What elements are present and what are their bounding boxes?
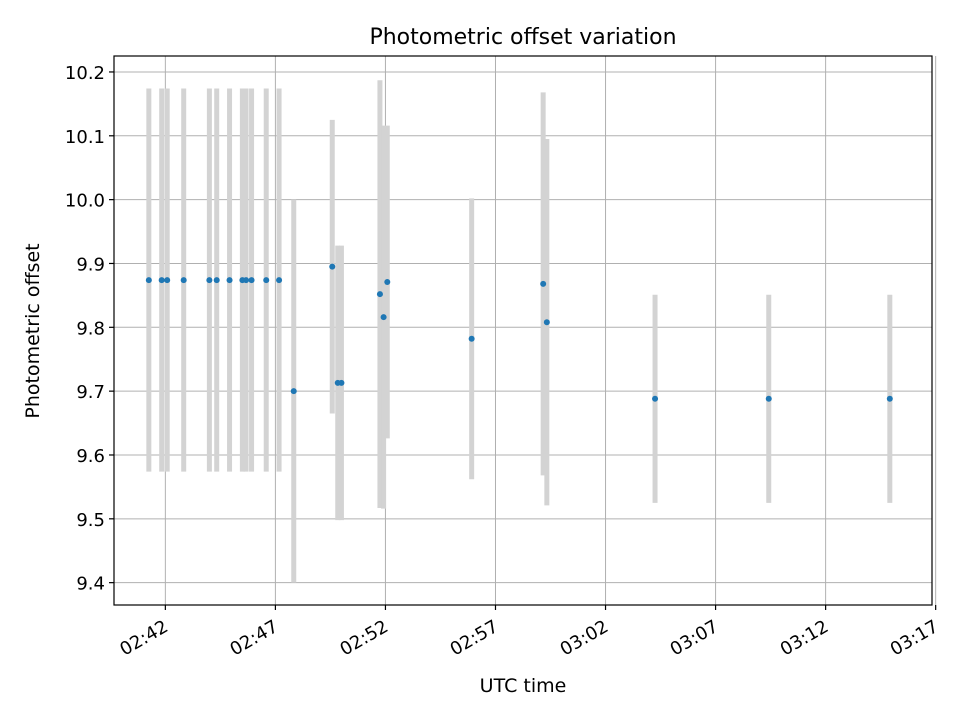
- x-tick-label: 02:52: [337, 616, 392, 660]
- x-tick-label: 03:12: [777, 616, 832, 660]
- data-point: [468, 335, 475, 342]
- y-tick-label: 9.8: [76, 318, 105, 339]
- data-point: [145, 277, 152, 284]
- data-point: [290, 388, 297, 395]
- data-point: [213, 277, 220, 284]
- y-tick-label: 9.7: [76, 382, 105, 403]
- data-point: [226, 277, 233, 284]
- y-axis-label: Photometric offset: [22, 243, 44, 418]
- data-point: [164, 277, 171, 284]
- data-point: [329, 263, 336, 270]
- data-point: [376, 291, 383, 298]
- x-tick-label: 02:47: [226, 616, 281, 660]
- data-points: [145, 263, 893, 402]
- x-tick-label: 02:57: [447, 616, 502, 660]
- data-point: [158, 277, 165, 284]
- data-point: [206, 277, 213, 284]
- data-point: [248, 277, 255, 284]
- data-point: [338, 379, 345, 386]
- grid-lines: [114, 56, 937, 605]
- data-point: [540, 280, 547, 287]
- x-axis-label: UTC time: [480, 675, 567, 697]
- y-tick-label: 9.9: [76, 254, 105, 275]
- x-tick-label: 02:42: [116, 616, 171, 660]
- y-tick-label: 10.2: [65, 63, 105, 84]
- y-tick-label: 9.6: [76, 446, 105, 467]
- data-point: [380, 314, 387, 321]
- chart-title: Photometric offset variation: [369, 25, 676, 50]
- y-tick-label: 10.0: [65, 191, 105, 212]
- data-point: [765, 395, 772, 402]
- y-tick-label: 9.4: [76, 574, 105, 595]
- data-point: [543, 319, 550, 326]
- plot-frame: [113, 55, 933, 606]
- data-point: [243, 277, 250, 284]
- error-bars: [146, 80, 893, 583]
- data-point: [180, 277, 187, 284]
- y-tick-label: 9.5: [76, 510, 105, 531]
- axis-ticks: 02:42 02:47 02:52 02:57 03:02 03:07 03:12 03:17…: [65, 63, 942, 660]
- data-point: [263, 277, 270, 284]
- x-tick-label: 03:17: [887, 616, 942, 660]
- x-tick-label: 03:02: [557, 616, 612, 660]
- data-point: [384, 278, 391, 285]
- y-tick-label: 10.1: [65, 127, 105, 148]
- data-point: [276, 277, 283, 284]
- data-point: [886, 395, 893, 402]
- x-tick-label: 03:07: [667, 616, 722, 660]
- data-point: [652, 395, 659, 402]
